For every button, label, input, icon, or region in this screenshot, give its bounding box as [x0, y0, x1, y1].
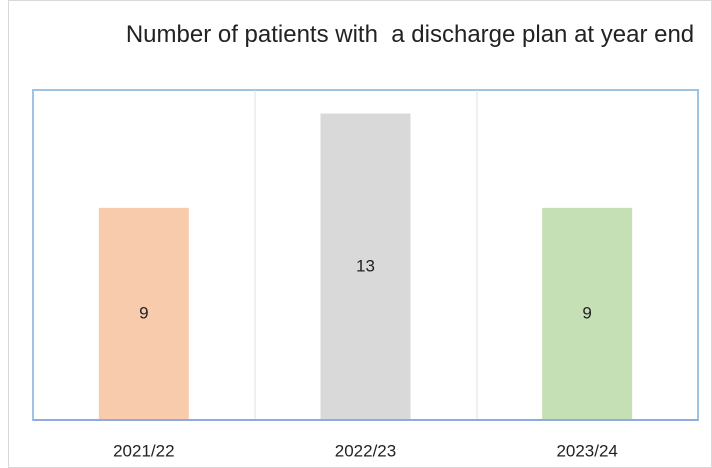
data-label: 9	[139, 303, 148, 322]
data-label: 9	[582, 303, 591, 322]
x-tick-label: 2023/24	[556, 441, 617, 460]
bar	[542, 207, 633, 420]
x-tick-label: 2022/23	[335, 441, 396, 460]
x-tick-label: 2021/22	[113, 441, 174, 460]
bar	[320, 113, 411, 421]
bar	[98, 207, 189, 420]
chart-title: Number of patients with a discharge plan…	[125, 21, 695, 48]
data-label: 13	[356, 256, 375, 275]
